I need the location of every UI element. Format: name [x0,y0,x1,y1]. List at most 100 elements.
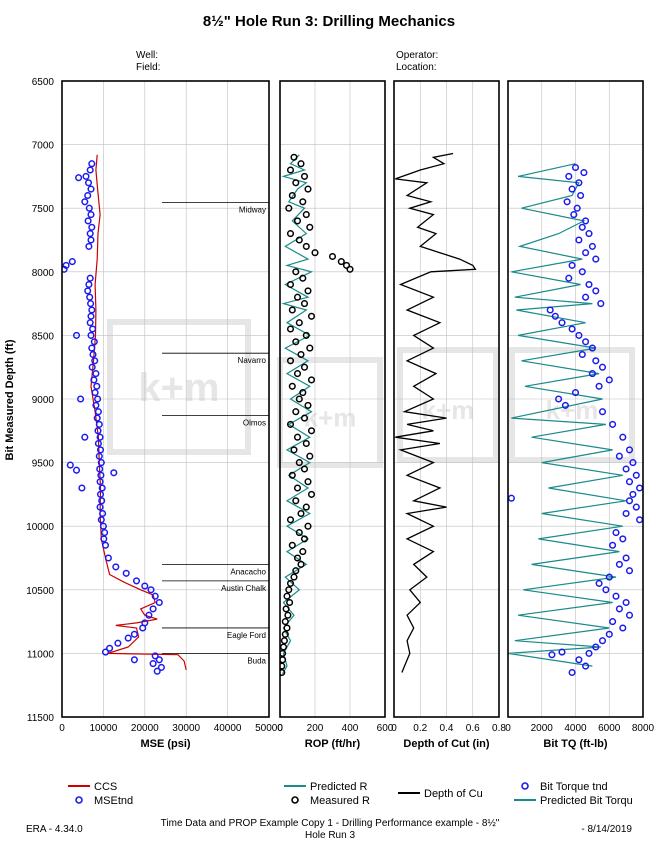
series-tq-1-point-74 [582,662,590,670]
series-tq-1-point-66 [625,611,634,619]
series-rop-1-point-61 [295,529,303,537]
series-rop-1-point-38 [288,382,296,390]
y-axis-label: Bit Measured Depth (ft) [4,339,16,460]
series-rop-1-point-70 [285,586,293,594]
series-rop-1-point-45 [307,427,316,435]
series-rop-1-point-2 [286,166,295,174]
series-mse-1-point-7 [85,204,93,212]
series-rop-1-point-72 [286,598,294,607]
series-tq-1-point-38 [561,401,569,409]
watermark-text-0: k+m [138,366,219,410]
series-mse-1-point-81 [153,667,161,675]
watermark-layer: k+mk+m k+m k+m [107,319,635,468]
series-rop-1-point-46 [293,433,302,441]
series-tq-1-point-68 [619,624,627,632]
legend-label-3: Measured R [310,795,370,807]
track-doc-plot [395,152,477,673]
track-mse-frame [61,80,270,718]
series-tq-1-point-34 [605,376,613,384]
series-rop-1-point-49 [306,452,314,460]
legend-label-0: CCS [94,781,117,793]
series-tq-1-point-50 [625,497,634,505]
series-tq-1-point-4 [568,185,576,193]
series-mse-1-point-42 [96,433,104,441]
series-tq-1-point-39 [598,408,607,416]
series-mse-1-point-66 [151,592,159,600]
series-tq-1-point-16 [568,261,576,269]
series-rop-1-point-54 [293,484,302,492]
series-tq-1-point-5 [577,191,585,200]
y-tick-label-1: 7000 [32,141,55,152]
series-rop-1-point-25 [300,300,309,308]
track-doc-x-tick-3: 0.6 [466,723,480,734]
series-tq-1-point-49 [629,490,637,498]
series-tq-1-point-40 [609,420,617,428]
series-rop-1-point-75 [281,618,289,626]
series-rop-1-point-28 [295,319,303,327]
series-mse-1-point-90 [130,656,138,664]
track-rop-x-label: ROP (ft/hr) [305,738,361,750]
series-mse-1-point-86 [66,461,74,469]
series-tq-1-point-48 [636,484,643,492]
y-tick-label-7: 10000 [26,522,54,533]
series-rop-1-point-81 [280,656,287,664]
legend-label-4: Depth of Cu [424,788,483,800]
series-tq-1-point-21 [582,293,590,301]
series-mse-1-point-72 [130,630,138,638]
series-tq-1-point-63 [612,592,620,600]
series-rop-1-point-64 [299,548,307,556]
footer-description-line2: Hole Run 3 [305,830,355,841]
series-rop-1-point-3 [300,172,309,180]
track-rop-x-tick-3: 600 [377,723,394,734]
series-mse-1-point-74 [114,639,122,647]
series-rop-1-point-33 [297,350,305,359]
series-mse-1-point-52 [98,497,106,505]
series-tq-1-point-11 [585,230,593,238]
series-mse-1-point-10 [88,223,96,231]
series-tq-1-point-18 [565,274,573,282]
series-rop-1-point-65 [293,554,302,562]
footer-description-line1: Time Data and PROP Example Copy 1 - Dril… [161,818,500,829]
series-tq-1-point-75 [568,668,576,677]
series-tq-1-point-58 [615,560,623,568]
series-rop-1-point-69 [286,579,295,587]
formation-label-4: Austin Chalk [221,584,267,593]
series-tq-1-point-67 [609,618,617,626]
series-tq-1-point-15 [592,255,600,263]
legend-swatch-1 [75,796,83,804]
series-tq-1-point-19 [585,280,593,289]
series-tq-1-point-44 [629,459,637,467]
formation-label-2: Olmos [243,419,266,428]
series-tq-1-point-53 [636,516,643,524]
series-mse-1-point-26 [87,331,95,339]
series-rop-1-point-21 [299,274,307,282]
series-rop-1-point-16 [328,252,337,261]
series-tq-1-point-12 [575,236,583,244]
series-tq-1-point-7 [573,204,581,212]
series-tq-1-point-56 [609,541,617,549]
series-mse-1-point-88 [78,484,86,492]
series-mse-1-point-44 [96,446,105,454]
series-mse-1-point-15 [68,258,76,266]
series-rop-1-point-68 [290,573,298,581]
series-mse-1-point-8 [87,211,95,219]
track-tq: 0 2000 4000 6000 8000 Bit TQ (ft-lb) [505,80,655,750]
series-mse-1-point-55 [97,516,105,524]
series-tq-1-point-37 [555,395,563,403]
series-mse-1-point-79 [149,660,157,668]
series-rop-1-point-57 [302,503,310,511]
field-label: Field: [136,62,160,73]
series-tq-1-point-2 [565,172,573,180]
y-tick-label-9: 11000 [27,649,55,660]
track-mse-x-label: MSE (psi) [140,738,190,750]
series-mse-1-point-85 [72,331,81,339]
series-rop-1-point-47 [302,439,310,448]
series-mse-1-point-61 [112,563,120,571]
series-mse-1-point-23 [87,312,95,320]
series-rop-1-point-58 [297,509,305,518]
series-tq-1-point-30 [578,350,586,359]
series-rop-1-point-1 [297,160,305,168]
track-mse-x-tick-4: 40000 [214,723,242,734]
